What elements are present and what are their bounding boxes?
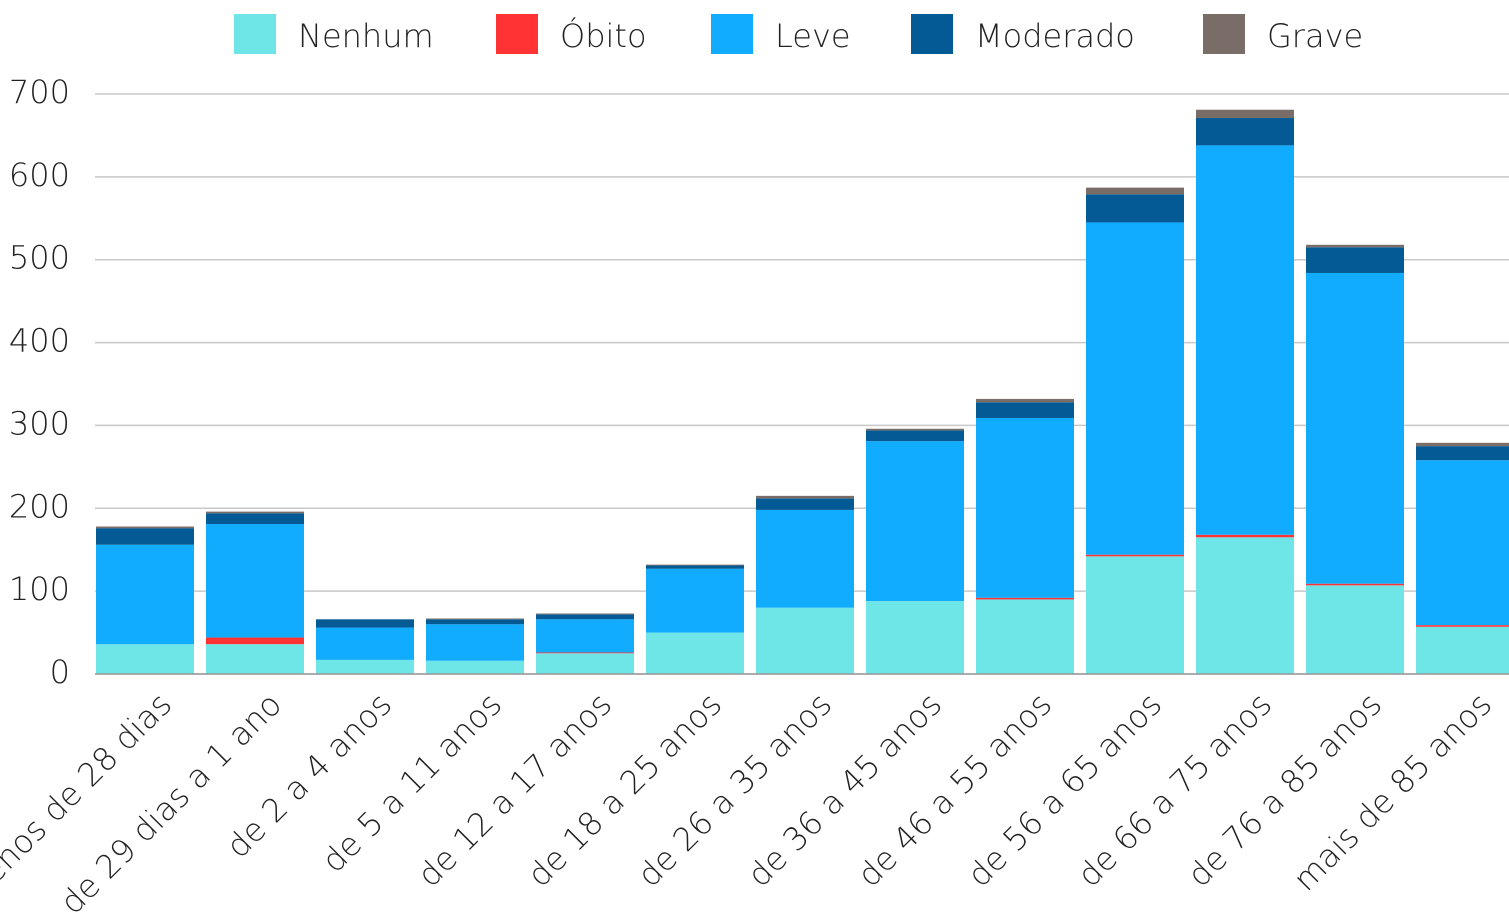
bar-segment xyxy=(866,441,964,602)
bar-segment xyxy=(1416,626,1509,674)
bar-segment xyxy=(206,644,304,674)
bar-segment xyxy=(1196,534,1294,538)
y-tick-label: 400 xyxy=(9,322,70,360)
bar-segment xyxy=(646,632,744,674)
bar-segment xyxy=(316,619,414,628)
x-tick-label: de 26 a 35 anos xyxy=(630,685,839,894)
y-tick-label: 700 xyxy=(9,73,70,111)
bar-segment xyxy=(756,498,854,510)
bar-segment xyxy=(866,428,964,431)
x-tick-label: mais de 85 anos xyxy=(1286,685,1499,898)
bar-segment xyxy=(1306,247,1404,273)
bar-segment xyxy=(206,637,304,645)
bar-segment xyxy=(536,619,634,653)
bar-segment xyxy=(96,526,194,529)
bar-segment xyxy=(536,614,634,620)
bar-segment xyxy=(1086,556,1184,674)
bar-segment xyxy=(96,644,194,674)
legend-label: Nenhum xyxy=(298,17,434,55)
legend-label: Grave xyxy=(1267,17,1363,55)
bar-segment xyxy=(1086,554,1184,557)
bar-segment xyxy=(976,398,1074,403)
bar-segment xyxy=(756,509,854,608)
bar-segment xyxy=(976,597,1074,600)
bar-segment xyxy=(756,495,854,499)
bar-segment xyxy=(426,624,524,661)
bar-segment xyxy=(976,402,1074,418)
bar-segment xyxy=(976,599,1074,674)
bar-segment xyxy=(1306,244,1404,248)
bar-segment xyxy=(1306,583,1404,586)
x-tick-label: de 12 a 17 anos xyxy=(410,685,619,894)
legend-swatch xyxy=(911,14,953,54)
y-tick-label: 100 xyxy=(9,570,70,608)
bar-segment xyxy=(1196,118,1294,146)
y-tick-label: 600 xyxy=(9,156,70,194)
x-tick-label: de 66 a 75 anos xyxy=(1070,685,1279,894)
bar-segment xyxy=(536,653,634,674)
legend-label: Óbito xyxy=(560,16,647,55)
bar-segment xyxy=(316,659,414,674)
bar-segment xyxy=(866,430,964,442)
bar-segment xyxy=(206,513,304,525)
bar-segment xyxy=(1086,222,1184,555)
legend-label: Moderado xyxy=(975,17,1135,55)
bar-segment xyxy=(646,564,744,566)
legend-swatch xyxy=(1203,14,1245,54)
bar-segment xyxy=(426,660,524,674)
y-tick-label: 300 xyxy=(9,404,70,442)
bar-segment xyxy=(1416,460,1509,626)
bar-segment xyxy=(1086,187,1184,195)
bar-segment xyxy=(1196,145,1294,535)
bar-segment xyxy=(1196,537,1294,674)
legend-swatch xyxy=(496,14,538,54)
x-tick-label: de 18 a 25 anos xyxy=(520,685,729,894)
bar-segment xyxy=(536,652,634,654)
bar-segment xyxy=(646,568,744,633)
legend-swatch xyxy=(234,14,276,54)
bar-segment xyxy=(756,607,854,674)
x-tick-label: de 56 a 65 anos xyxy=(960,685,1169,894)
bar-segment xyxy=(646,565,744,569)
y-tick-label: 200 xyxy=(9,487,70,525)
bar-segment xyxy=(426,619,524,625)
bar-segment xyxy=(1086,194,1184,223)
legend-label: Leve xyxy=(775,17,851,55)
bar-segment xyxy=(866,601,964,674)
bar-segment xyxy=(426,618,524,620)
y-tick-label: 0 xyxy=(50,653,70,691)
y-tick-label: 500 xyxy=(9,239,70,277)
bar-segment xyxy=(536,613,634,615)
legend-swatch xyxy=(711,14,753,54)
x-tick-label: de 46 a 55 anos xyxy=(850,685,1059,894)
bar-segment xyxy=(206,524,304,638)
bar-segment xyxy=(96,544,194,645)
bar-segment xyxy=(1416,442,1509,447)
bar-segment xyxy=(1196,109,1294,119)
bar-segment xyxy=(976,417,1074,598)
bar-segment xyxy=(96,528,194,545)
x-tick-label: de 36 a 45 anos xyxy=(740,685,949,894)
x-tick-label: de 76 a 85 anos xyxy=(1180,685,1389,894)
bar-segment xyxy=(1306,585,1404,674)
bar-segment xyxy=(316,627,414,660)
bar-segment xyxy=(1416,625,1509,627)
bar-segment xyxy=(1306,272,1404,584)
bar-segment xyxy=(206,511,304,514)
bar-segment xyxy=(1416,446,1509,461)
